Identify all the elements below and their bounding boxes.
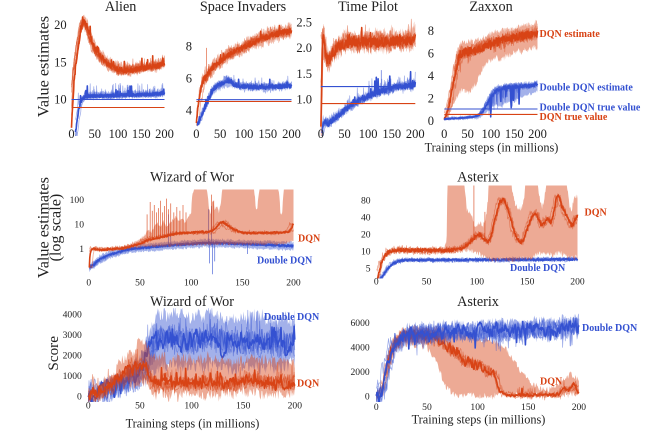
svg-text:15: 15 bbox=[54, 55, 67, 69]
svg-text:Training steps (in millions): Training steps (in millions) bbox=[126, 416, 260, 430]
svg-text:8: 8 bbox=[428, 24, 434, 38]
svg-text:Double DQN: Double DQN bbox=[264, 312, 320, 323]
svg-text:100: 100 bbox=[470, 402, 485, 413]
svg-text:50: 50 bbox=[338, 127, 351, 141]
svg-text:DQN: DQN bbox=[540, 377, 563, 388]
svg-text:0: 0 bbox=[441, 127, 447, 141]
svg-text:1000: 1000 bbox=[63, 371, 82, 382]
svg-text:4000: 4000 bbox=[63, 310, 82, 321]
svg-text:2.0: 2.0 bbox=[296, 41, 312, 55]
svg-text:50: 50 bbox=[135, 400, 145, 411]
svg-text:Training steps (in millions): Training steps (in millions) bbox=[412, 413, 546, 427]
svg-text:150: 150 bbox=[235, 278, 250, 289]
svg-text:1: 1 bbox=[79, 244, 84, 255]
svg-text:200: 200 bbox=[288, 400, 303, 411]
svg-text:100: 100 bbox=[70, 195, 85, 206]
svg-text:0: 0 bbox=[193, 127, 199, 141]
svg-text:150: 150 bbox=[236, 400, 251, 411]
svg-text:50: 50 bbox=[214, 127, 227, 141]
svg-text:50: 50 bbox=[89, 127, 102, 141]
svg-text:3000: 3000 bbox=[63, 330, 82, 341]
svg-text:Time Pilot: Time Pilot bbox=[338, 0, 398, 15]
svg-text:200: 200 bbox=[155, 127, 174, 141]
svg-text:200: 200 bbox=[286, 278, 301, 289]
svg-text:100: 100 bbox=[359, 127, 378, 141]
svg-text:Zaxxon: Zaxxon bbox=[469, 0, 512, 15]
svg-text:0: 0 bbox=[86, 278, 91, 289]
svg-text:80: 80 bbox=[361, 196, 371, 207]
svg-text:200: 200 bbox=[406, 127, 425, 141]
svg-text:Double DQN estimate: Double DQN estimate bbox=[540, 83, 634, 94]
svg-text:Double DQN: Double DQN bbox=[257, 256, 313, 267]
svg-text:150: 150 bbox=[520, 277, 535, 288]
svg-text:Space Invaders: Space Invaders bbox=[200, 0, 287, 15]
svg-text:100: 100 bbox=[184, 278, 199, 289]
svg-text:4: 4 bbox=[428, 69, 435, 83]
svg-text:DQN: DQN bbox=[297, 379, 320, 390]
svg-text:Asterix: Asterix bbox=[457, 294, 499, 310]
svg-text:50: 50 bbox=[461, 127, 474, 141]
svg-text:Training steps (in millions): Training steps (in millions) bbox=[425, 140, 559, 154]
svg-text:DQN: DQN bbox=[585, 208, 608, 219]
svg-text:200: 200 bbox=[572, 402, 587, 413]
svg-text:0: 0 bbox=[374, 402, 379, 413]
svg-text:2000: 2000 bbox=[63, 351, 82, 362]
svg-text:DQN true value: DQN true value bbox=[540, 112, 608, 123]
svg-text:100: 100 bbox=[184, 400, 199, 411]
svg-text:100: 100 bbox=[235, 127, 254, 141]
svg-text:Value estimates: Value estimates bbox=[34, 177, 52, 278]
svg-text:50: 50 bbox=[422, 402, 432, 413]
svg-text:200: 200 bbox=[570, 277, 585, 288]
svg-text:Value estimates: Value estimates bbox=[35, 16, 53, 117]
svg-text:DQN estimate: DQN estimate bbox=[540, 29, 601, 40]
svg-text:10: 10 bbox=[54, 93, 67, 107]
svg-text:Score: Score bbox=[45, 336, 62, 371]
svg-text:0: 0 bbox=[86, 400, 91, 411]
svg-text:20: 20 bbox=[54, 18, 67, 32]
svg-text:2: 2 bbox=[428, 91, 434, 105]
svg-text:150: 150 bbox=[505, 127, 524, 141]
svg-text:150: 150 bbox=[258, 127, 277, 141]
svg-text:10: 10 bbox=[361, 247, 371, 258]
svg-text:Wizard of Wor: Wizard of Wor bbox=[150, 170, 234, 186]
svg-text:0: 0 bbox=[68, 127, 74, 141]
svg-text:Double DQN true value: Double DQN true value bbox=[540, 103, 641, 114]
svg-text:(log scale): (log scale) bbox=[46, 194, 64, 262]
svg-text:100: 100 bbox=[109, 127, 128, 141]
svg-text:0: 0 bbox=[374, 277, 379, 288]
svg-text:150: 150 bbox=[382, 127, 401, 141]
svg-text:2.5: 2.5 bbox=[296, 15, 312, 29]
svg-text:0: 0 bbox=[428, 114, 434, 128]
svg-text:5: 5 bbox=[366, 264, 371, 275]
svg-text:1.0: 1.0 bbox=[296, 93, 312, 107]
svg-text:6: 6 bbox=[428, 47, 434, 61]
svg-text:8: 8 bbox=[186, 40, 192, 54]
svg-text:50: 50 bbox=[422, 277, 432, 288]
svg-text:100: 100 bbox=[482, 127, 501, 141]
svg-text:Double DQN: Double DQN bbox=[582, 323, 638, 334]
svg-text:1.5: 1.5 bbox=[296, 67, 312, 81]
svg-text:150: 150 bbox=[132, 127, 151, 141]
svg-text:Asterix: Asterix bbox=[457, 170, 499, 186]
svg-text:40: 40 bbox=[361, 213, 371, 224]
svg-text:6: 6 bbox=[186, 72, 192, 86]
svg-text:Alien: Alien bbox=[105, 0, 137, 15]
svg-text:4: 4 bbox=[186, 104, 193, 118]
svg-text:20: 20 bbox=[361, 230, 371, 241]
svg-text:4000: 4000 bbox=[351, 343, 370, 354]
svg-text:50: 50 bbox=[135, 278, 145, 289]
svg-text:10: 10 bbox=[74, 219, 84, 230]
svg-text:Wizard of Wor: Wizard of Wor bbox=[150, 294, 234, 310]
svg-text:200: 200 bbox=[528, 127, 547, 141]
svg-text:100: 100 bbox=[470, 277, 485, 288]
svg-text:0: 0 bbox=[318, 127, 324, 141]
svg-text:150: 150 bbox=[521, 402, 536, 413]
svg-text:DQN: DQN bbox=[298, 234, 321, 245]
svg-text:6000: 6000 bbox=[351, 318, 370, 329]
svg-text:2000: 2000 bbox=[351, 367, 370, 378]
svg-text:0: 0 bbox=[77, 392, 82, 403]
svg-text:200: 200 bbox=[282, 127, 301, 141]
svg-text:0: 0 bbox=[365, 391, 370, 402]
svg-text:Double DQN: Double DQN bbox=[510, 263, 566, 274]
